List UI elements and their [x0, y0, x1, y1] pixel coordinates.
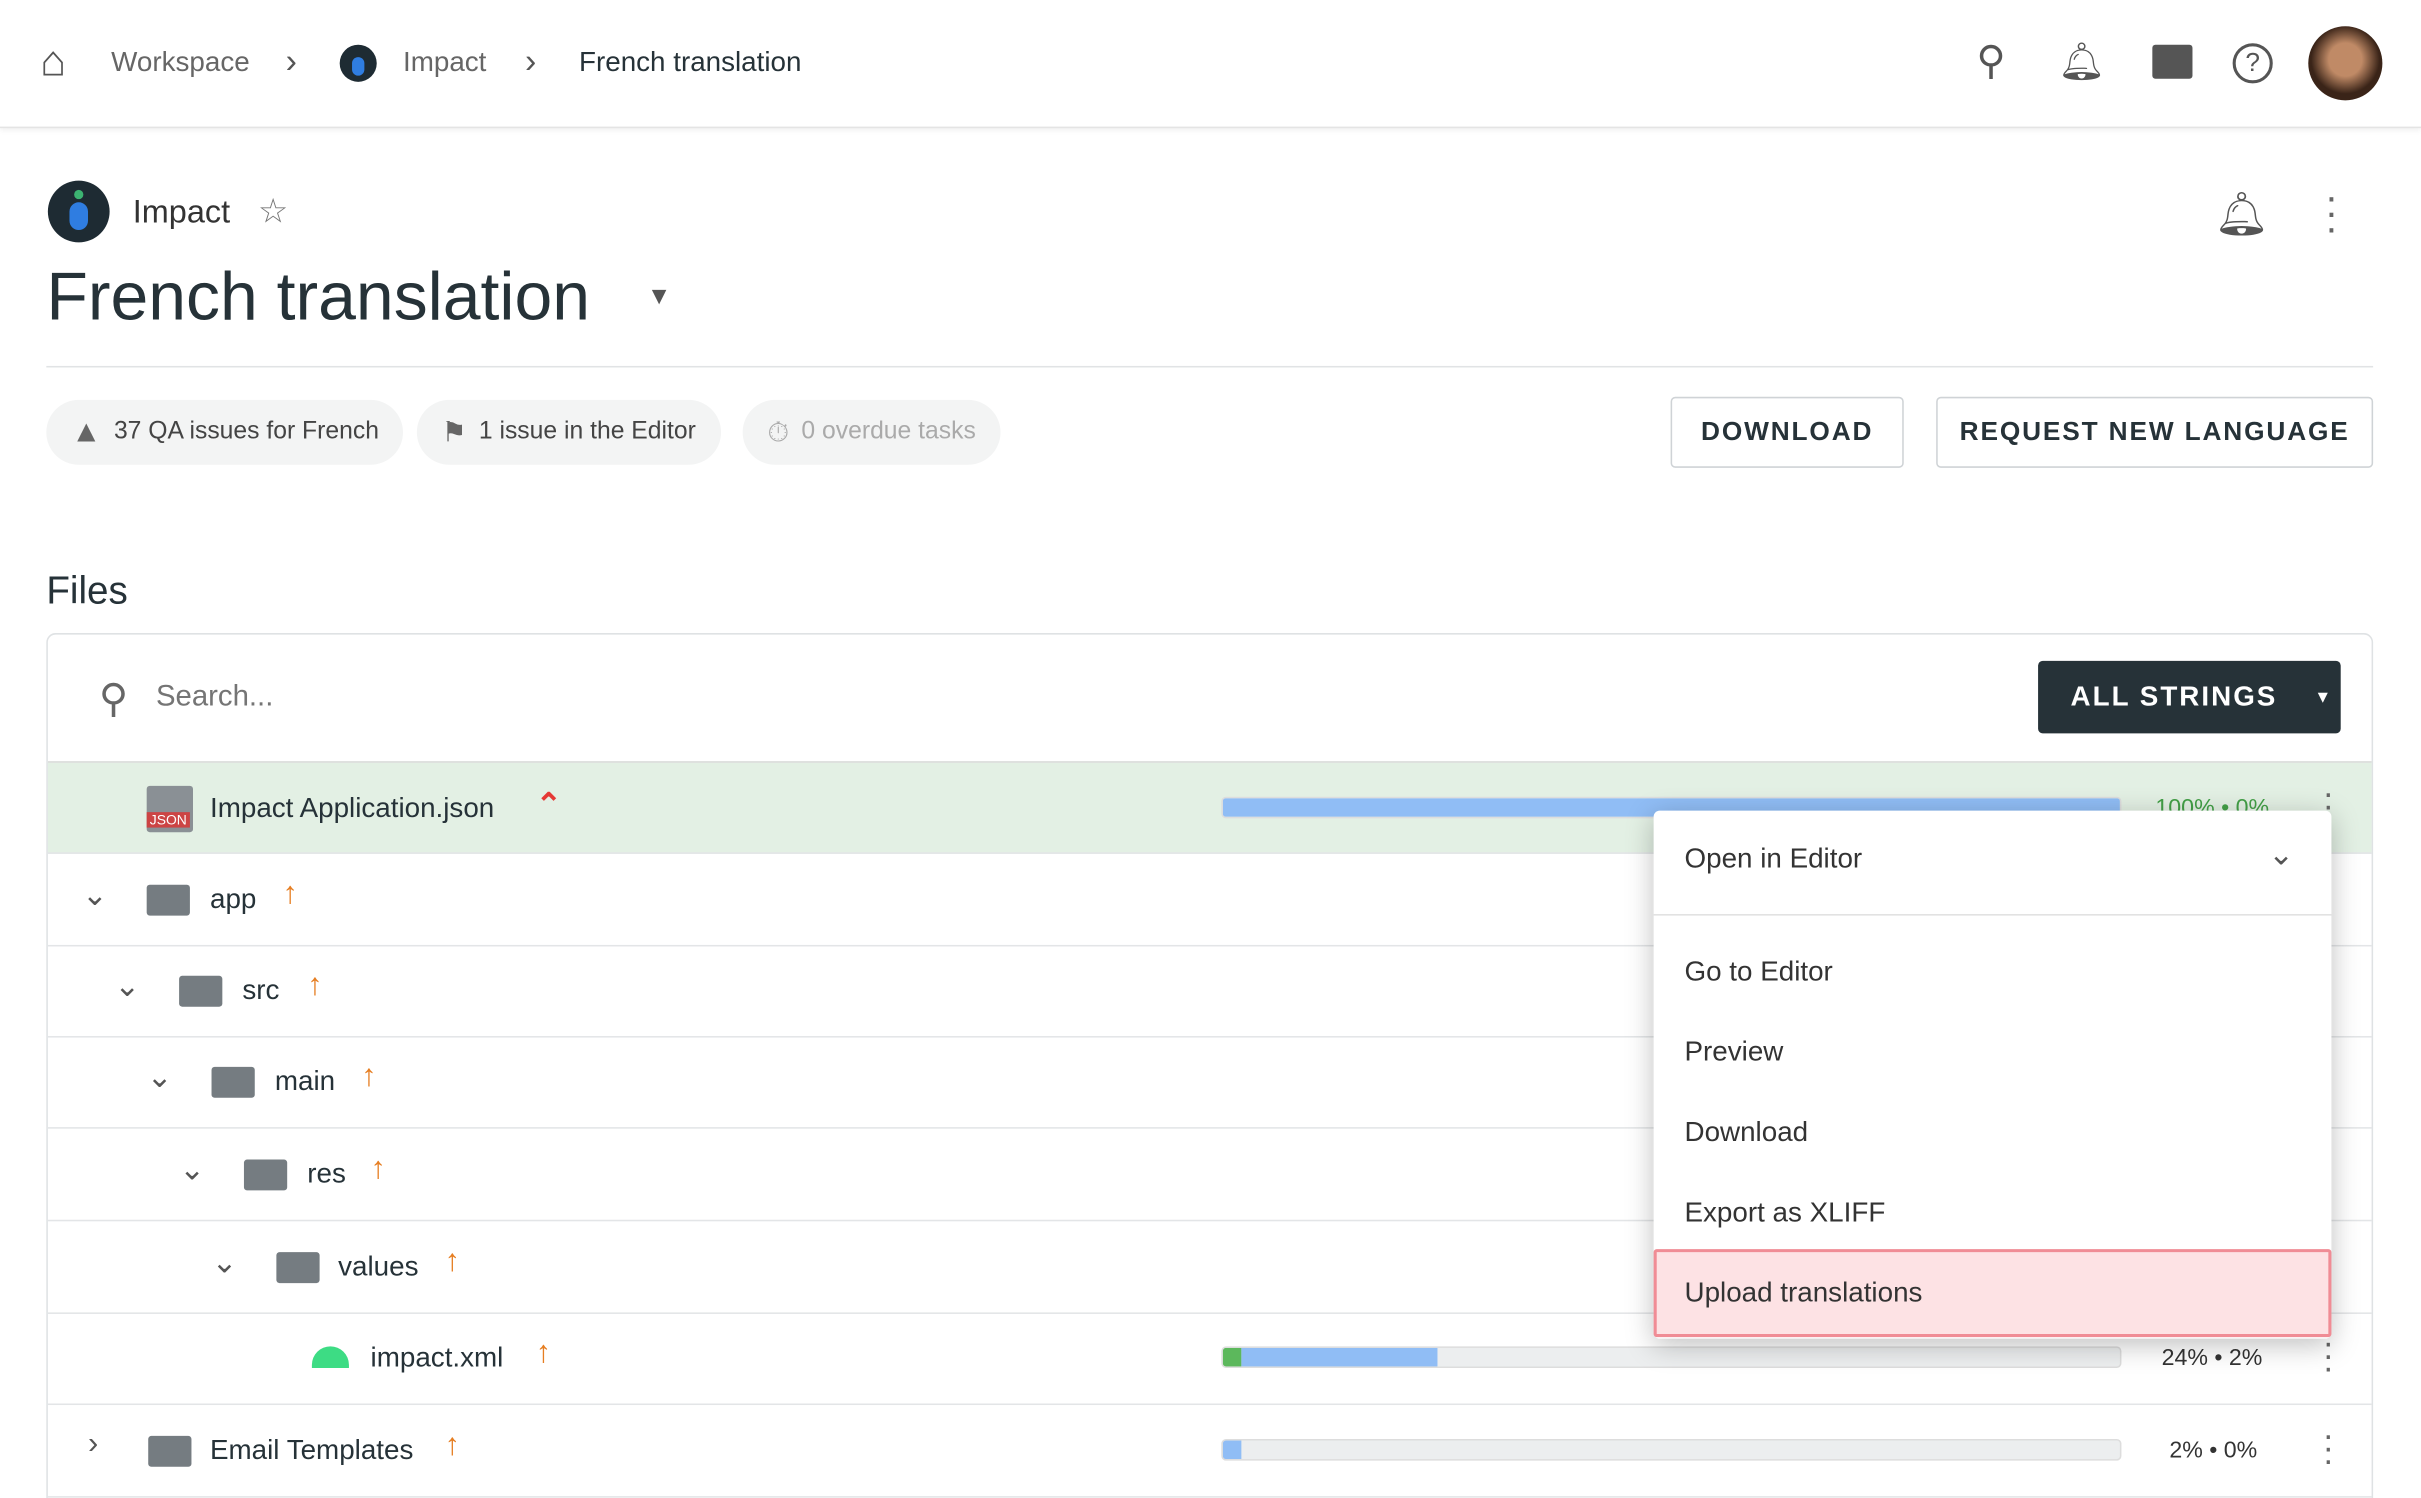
upload-arrow-icon: ↑	[444, 1428, 461, 1463]
divider	[46, 365, 2374, 368]
chevron-down-icon[interactable]: ⌄	[211, 1246, 238, 1280]
chevron-down-icon[interactable]: ⌄	[114, 969, 141, 1004]
chip-label: 1 issue in the Editor	[478, 418, 696, 445]
folder-open-icon	[243, 1159, 288, 1191]
menu-item-go-to-editor[interactable]: Go to Editor	[1684, 955, 1833, 987]
project-logo	[47, 180, 110, 243]
folder-name[interactable]: app	[209, 883, 257, 915]
folder-row[interactable]: ⌄ res ↑	[47, 1129, 2372, 1222]
file-context-menu: Open in Editor ⌄ Go to Editor Preview Do…	[1653, 810, 2332, 1339]
folder-open-icon	[276, 1252, 320, 1284]
folder-row[interactable]: ⌄ src ↑	[47, 945, 2372, 1038]
more-vert-icon[interactable]: ···	[2322, 1415, 2334, 1480]
overdue-chip[interactable]: ⏱ 0 overdue tasks	[742, 399, 1001, 465]
top-bar: ⌂ Workspace › Impact › French translatio…	[0, 0, 2421, 129]
upload-arrow-icon: ↑	[282, 876, 298, 911]
all-strings-dropdown[interactable]: ALL STRINGS ▼	[2038, 660, 2341, 734]
chip-label: 37 QA issues for French	[113, 418, 379, 445]
progress-text: 24% • 2%	[2161, 1344, 2263, 1372]
chevron-down-icon[interactable]: ⌄	[2268, 838, 2295, 873]
menu-item-export-xliff[interactable]: Export as XLIFF	[1684, 1196, 1886, 1228]
files-panel: ⚲ ALL STRINGS ▼ JSON Impact Application.j…	[46, 633, 2374, 1498]
json-file-icon: JSON	[146, 785, 193, 833]
open-in-editor-select[interactable]: Open in Editor	[1684, 843, 1863, 874]
folder-name[interactable]: res	[307, 1158, 346, 1189]
caret-down-icon[interactable]: ▼	[646, 284, 672, 311]
progress-text: 2% • 0%	[2169, 1437, 2258, 1464]
help-icon[interactable]: ?	[2232, 43, 2273, 84]
warning-icon: ▲	[71, 414, 102, 449]
chevron-right-icon: ›	[524, 41, 537, 81]
caret-down-icon: ▼	[2314, 687, 2334, 707]
folder-icon	[148, 1435, 192, 1467]
chevron-down-icon[interactable]: ⌄	[179, 1153, 205, 1188]
upload-arrow-icon: ↑	[307, 968, 323, 1003]
menu-item-upload-translations[interactable]: Upload translations	[1653, 1249, 2332, 1338]
upload-arrow-icon: ↑	[444, 1244, 461, 1279]
folder-name[interactable]: src	[242, 974, 280, 1006]
stopwatch-icon: ⏱	[767, 416, 790, 447]
breadcrumb-current: French translation	[579, 46, 802, 78]
upload-arrow-icon: ↑	[535, 1335, 552, 1370]
folder-name[interactable]: Email Templates	[209, 1434, 414, 1466]
bell-icon[interactable]: 🔔︎	[2058, 41, 2106, 84]
menu-item-label: Upload translations	[1684, 1276, 1923, 1308]
folder-row[interactable]: › Email Templates ↑ 2% • 0% · · ·	[47, 1405, 2372, 1498]
editor-issue-chip[interactable]: ⚑ 1 issue in the Editor	[416, 399, 721, 465]
page-title: French translation	[46, 259, 591, 336]
messages-icon[interactable]	[2152, 44, 2193, 79]
chevron-down-icon[interactable]: ⌄	[146, 1060, 173, 1095]
menu-item-download[interactable]: Download	[1684, 1116, 1809, 1148]
folder-name[interactable]: main	[274, 1065, 336, 1097]
chevron-right-icon[interactable]: ›	[88, 1426, 99, 1461]
request-language-button[interactable]: REQUEST NEW LANGUAGE	[1936, 396, 2374, 468]
breadcrumb-project[interactable]: Impact	[402, 46, 487, 78]
chevron-right-icon: ›	[285, 41, 297, 81]
priority-high-icon: ⌃	[535, 788, 562, 823]
search-icon[interactable]: ⚲	[1976, 37, 2006, 84]
files-heading: Files	[46, 569, 128, 613]
folder-row[interactable]: ⌄ main ↑	[47, 1036, 2372, 1129]
more-vert-icon[interactable]: ···	[2322, 1323, 2334, 1387]
project-logo	[339, 44, 377, 82]
folder-row[interactable]: ⌄ values ↑	[47, 1221, 2372, 1314]
file-name[interactable]: impact.xml	[370, 1341, 504, 1373]
file-row[interactable]: impact.xml ↑ 24% • 2% · · ·	[47, 1312, 2372, 1406]
search-input[interactable]	[155, 674, 1546, 722]
android-icon	[311, 1346, 349, 1368]
upload-arrow-icon: ↑	[361, 1059, 377, 1094]
project-name[interactable]: Impact	[132, 194, 231, 231]
upload-arrow-icon: ↑	[370, 1151, 386, 1186]
bell-alert-icon[interactable]: 🔔︎	[2214, 189, 2269, 238]
breadcrumb-workspace[interactable]: Workspace	[111, 46, 250, 78]
folder-open-icon	[179, 975, 223, 1007]
download-button[interactable]: DOWNLOAD	[1670, 396, 1904, 468]
search-icon: ⚲	[98, 674, 129, 722]
progress-bar	[1221, 1346, 2122, 1368]
more-vert-icon[interactable]: ···	[2324, 172, 2339, 251]
chip-label: 0 overdue tasks	[801, 418, 976, 445]
file-name[interactable]: Impact Application.json	[209, 792, 495, 823]
folder-name[interactable]: values	[338, 1250, 419, 1282]
qa-issues-chip[interactable]: ▲ 37 QA issues for French	[46, 399, 404, 465]
chevron-down-icon[interactable]: ⌄	[81, 878, 108, 913]
folder-open-icon	[146, 884, 190, 916]
divider	[1653, 914, 2332, 916]
menu-item-preview[interactable]: Preview	[1684, 1036, 1784, 1067]
flag-icon: ⚑	[441, 416, 467, 447]
folder-row[interactable]: ⌄ app ↑	[47, 854, 2372, 947]
home-icon[interactable]: ⌂	[40, 37, 67, 85]
star-icon[interactable]: ☆	[257, 191, 289, 231]
avatar[interactable]	[2308, 26, 2383, 101]
dropdown-label: ALL STRINGS	[2070, 680, 2278, 712]
folder-open-icon	[211, 1066, 255, 1098]
progress-bar	[1221, 1439, 2122, 1461]
